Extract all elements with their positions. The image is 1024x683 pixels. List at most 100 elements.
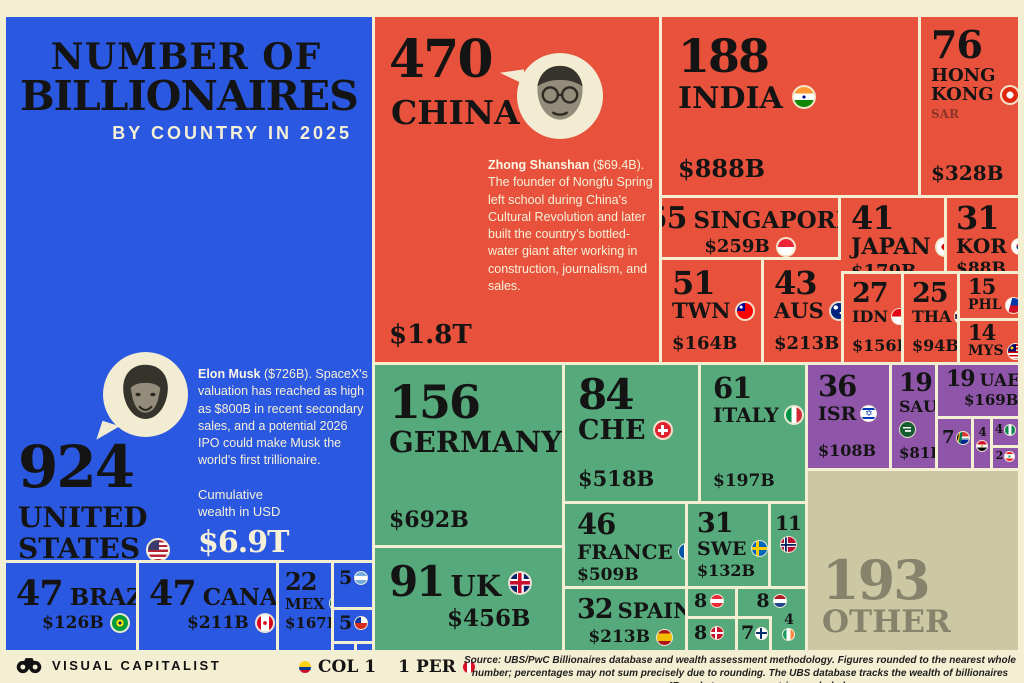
usa-flag-icon — [146, 538, 171, 560]
canada-flag-icon — [254, 613, 275, 633]
cell-malaysia: 14 MYS — [960, 321, 1018, 362]
argentina-flag-icon — [354, 571, 369, 586]
india-flag-icon — [791, 85, 816, 110]
finland-flag-icon — [755, 626, 769, 640]
hong-kong-flag-icon — [999, 84, 1018, 105]
cell-uae: 19 UAE $169B — [938, 365, 1018, 416]
cell-lebanon: 2 — [993, 448, 1018, 468]
cell-other: 193 OTHER — [808, 471, 1018, 650]
cell-south-africa: 7 — [938, 419, 971, 468]
cell-ireland: 4 — [772, 612, 805, 650]
lebanon-flag-icon — [1004, 451, 1016, 462]
title-line1: NUMBER OF — [50, 36, 322, 78]
cumulative-label: Cumulative wealth in USD — [198, 487, 281, 519]
cell-indonesia: 27 IDN $156B — [844, 274, 901, 362]
brazil-flag-icon — [109, 613, 130, 633]
cumulative-value: $6.9T — [198, 524, 289, 560]
cell-hong-kong: 76 HONG KONG SAR $328B — [921, 17, 1018, 195]
cell-china: 470 CHINA Zhong Shanshan ($69.4B). The f… — [375, 17, 659, 362]
zhong-note: ($69.4B). The founder of Nongfu Spring l… — [488, 158, 653, 293]
musk-note: ($726B). SpaceX's valuation has reached … — [198, 367, 368, 468]
sweden-flag-icon — [750, 540, 768, 558]
cell-australia: 43 AUS $213B — [764, 260, 841, 362]
cell-thailand: 25 THA $94B — [904, 274, 957, 362]
title-line2: BILLIONAIRES — [20, 71, 359, 120]
cell-peru-mini — [357, 644, 372, 650]
china-count: 470 — [389, 29, 494, 90]
cell-israel: 36 ISR $108B — [808, 365, 889, 468]
elon-musk-photo — [96, 352, 188, 446]
zhong-callout: Zhong Shanshan ($69.4B). The founder of … — [488, 157, 659, 295]
cell-united-states: NUMBER OF BILLIONAIRES BY COUNTRY IN 202… — [6, 17, 372, 560]
austria-flag-icon — [710, 594, 725, 609]
south-africa-flag-icon — [955, 430, 970, 445]
saudi-arabia-flag-icon — [899, 420, 916, 438]
south-korea-flag-icon — [1010, 237, 1018, 255]
indonesia-flag-icon — [890, 307, 901, 325]
thailand-flag-icon — [954, 307, 957, 325]
australia-flag-icon — [828, 300, 841, 321]
philippines-flag-icon — [1004, 296, 1018, 314]
israel-flag-icon — [860, 405, 878, 423]
japan-flag-icon — [934, 237, 944, 258]
mexico-flag-icon — [328, 595, 331, 613]
visual-capitalist-logo-icon — [16, 658, 42, 674]
egypt-flag-icon — [976, 440, 988, 453]
singapore-flag-icon — [775, 236, 796, 257]
musk-callout: Elon Musk ($726B). SpaceX's valuation ha… — [198, 366, 370, 470]
cell-philippines: 15 PHL — [960, 274, 1018, 318]
cell-denmark: 8 — [688, 619, 735, 650]
legend-colombia-label: COL — [318, 657, 359, 677]
cell-japan: 41 JAPAN $179B — [841, 198, 944, 271]
cell-singapore: 55SINGAPORE $259B — [662, 198, 838, 257]
spain-flag-icon — [656, 628, 673, 646]
face-illustration — [537, 65, 583, 120]
cell-brazil: 47BRAZIL $126B — [6, 563, 136, 650]
cell-india: 188 INDIA $888B — [662, 17, 918, 195]
zhong-shanshan-photo — [500, 53, 603, 139]
small-countries-legend: COL 1 1 PER — [298, 657, 476, 677]
cell-sweden: 31 SWE $132B — [688, 504, 768, 586]
france-flag-icon — [677, 543, 685, 561]
cell-switzerland: 84 CHE $518B — [565, 365, 698, 501]
cell-norway: 11 — [771, 504, 805, 586]
speech-bubble-tail — [500, 69, 526, 89]
legend-peru-label: PER — [415, 657, 456, 677]
cell-nigeria: 4 — [993, 419, 1018, 445]
page-title: NUMBER OF BILLIONAIRES BY COUNTRY IN 202… — [20, 36, 359, 144]
switzerland-flag-icon — [652, 420, 673, 441]
cell-canada: 47CANADA $211B — [139, 563, 276, 650]
cell-italy: 61 ITALY $197B — [701, 365, 805, 501]
us-cumulative-wealth: Cumulative wealth in USD $6.9T — [198, 487, 298, 560]
ireland-flag-icon — [782, 628, 795, 642]
visual-capitalist-brand: VISUAL CAPITALIST — [14, 656, 221, 674]
cell-chile: 5 — [334, 610, 372, 641]
cell-argentina: 5 — [334, 563, 372, 607]
norway-flag-icon — [779, 536, 797, 553]
peru-flag-icon — [461, 660, 476, 674]
cell-taiwan: 51 TWN $164B — [662, 260, 761, 362]
cell-austria: 8 — [688, 589, 735, 616]
usa-count: 924 — [18, 433, 135, 501]
legend-peru-count: 1 — [398, 657, 410, 677]
colombia-flag-icon — [298, 660, 312, 674]
source-note: Source: UBS/PwC Billionaires database an… — [464, 655, 1016, 683]
cell-egypt: 4 — [974, 419, 990, 468]
netherlands-flag-icon — [772, 594, 787, 609]
italy-flag-icon — [783, 404, 804, 425]
cell-mexico: 22 MEX $167B — [279, 563, 331, 650]
uk-flag-icon — [507, 570, 532, 595]
cell-spain: 32 SPAIN $213B — [565, 589, 685, 650]
subtitle: BY COUNTRY IN 2025 — [112, 122, 352, 143]
face-illustration — [123, 364, 168, 419]
chile-flag-icon — [354, 616, 369, 631]
malaysia-flag-icon — [1006, 342, 1018, 360]
nigeria-flag-icon — [1004, 424, 1017, 436]
cell-colombia-mini — [334, 644, 354, 650]
usa-label: UNITED STATES — [18, 502, 218, 560]
brand-name: VISUAL CAPITALIST — [52, 657, 222, 673]
cell-germany: 156 GERMANY $692B — [375, 365, 562, 545]
cell-united-kingdom: 91 UK $456B — [375, 548, 562, 650]
cell-netherlands: 8 — [738, 589, 805, 616]
